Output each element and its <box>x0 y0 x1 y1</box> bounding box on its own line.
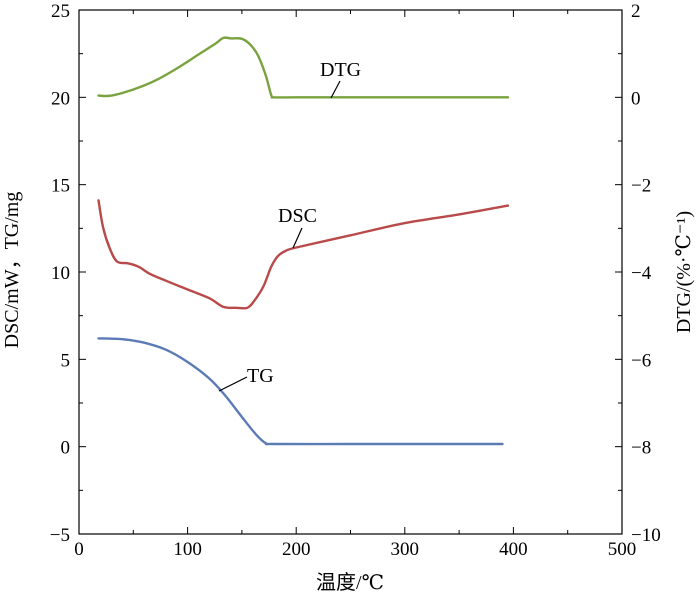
series-label-tg: TG <box>247 365 274 387</box>
y-right-tick-label: −6 <box>631 350 651 371</box>
x-tick-label: 400 <box>499 539 528 560</box>
y-right-tick-label: 0 <box>631 88 641 109</box>
x-tick-label: 500 <box>608 539 637 560</box>
y-left-tick-label: 10 <box>51 263 70 284</box>
plot-frame <box>78 9 623 535</box>
y-left-tick-label: 5 <box>61 350 71 371</box>
y-left-tick-label: 0 <box>61 438 71 459</box>
series-label-dsc: DSC <box>278 205 317 227</box>
axis-ticks: 0 100 200 300 400 500−50510152025−10−8−6−4−20… <box>50 1 661 560</box>
series-line-dtg <box>97 36 510 99</box>
y-axis-left-title: DSC/mW，TG/mg <box>1 192 23 349</box>
x-tick-label: 100 <box>173 539 202 560</box>
y-left-tick-label: 15 <box>51 176 70 197</box>
x-tick-label: 0 <box>74 539 84 560</box>
y-left-tick-label: 25 <box>51 1 70 22</box>
y-right-tick-label: −8 <box>631 438 651 459</box>
series-line-dsc <box>97 199 510 310</box>
x-tick-label: 300 <box>391 539 420 560</box>
y-right-tick-label: −2 <box>631 176 651 197</box>
y-axis-right-title: DTG/(%·℃⁻¹) <box>673 211 695 333</box>
y-right-tick-label: −4 <box>631 263 652 284</box>
x-tick-label: 200 <box>282 539 311 560</box>
series-label-dtg: DTG <box>320 59 361 81</box>
y-right-tick-label: −10 <box>631 525 661 546</box>
series-leaders <box>218 80 341 392</box>
y-left-tick-label: 20 <box>51 88 70 109</box>
leader-dsc <box>292 227 303 249</box>
leader-dtg <box>330 80 341 99</box>
leader-tg <box>218 376 248 392</box>
series-lines <box>97 36 510 446</box>
x-axis-title: 温度/℃ <box>316 571 384 594</box>
y-right-tick-label: 2 <box>631 1 641 22</box>
series-line-tg <box>97 337 504 446</box>
y-left-tick-label: −5 <box>50 525 70 546</box>
